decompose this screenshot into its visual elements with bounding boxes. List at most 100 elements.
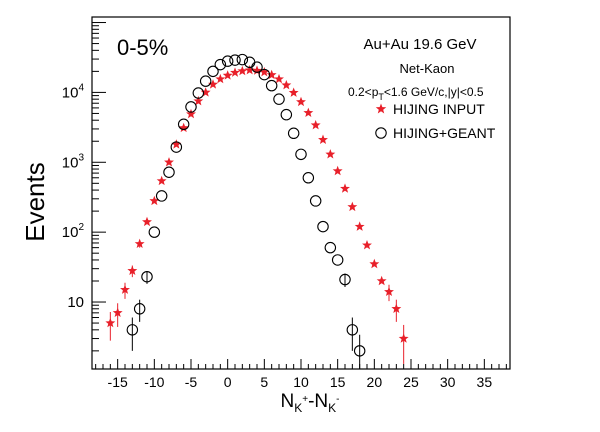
data-point-circle <box>280 108 293 121</box>
data-point-circle <box>155 190 168 202</box>
data-point-star <box>164 157 174 167</box>
data-point-circle <box>229 54 241 66</box>
data-point-circle <box>236 53 249 66</box>
x-tick-label: 10 <box>293 374 309 390</box>
data-point-star <box>266 69 277 80</box>
data-point-star <box>112 307 123 318</box>
data-point-circle <box>126 324 139 336</box>
legend-label-hijing-input: HIJING INPUT <box>393 101 485 117</box>
data-point-circle <box>221 55 234 67</box>
y-tick-label: 102 <box>62 222 85 241</box>
data-point-circle <box>353 345 366 357</box>
data-point-circle <box>251 61 263 73</box>
data-point-star <box>186 108 196 119</box>
data-point-circle <box>324 241 337 254</box>
legend-entry-hijing-input: HIJING INPUT <box>375 101 485 117</box>
x-tick-label: 25 <box>403 374 419 390</box>
x-tick-label: 5 <box>260 374 268 390</box>
data-point-star <box>310 119 321 130</box>
data-point-star <box>362 240 372 250</box>
data-point-circle <box>273 93 285 105</box>
data-point-circle <box>258 68 271 81</box>
data-point-star <box>142 216 152 227</box>
data-point-star <box>281 79 292 90</box>
system-label: Au+Au 19.6 GeV <box>364 36 477 53</box>
x-axis-label: NK+-NK- <box>280 391 339 415</box>
data-point-circle <box>287 127 300 140</box>
axis-ticks: -15 -10 -5 0 5 10 15 20 25 30 35 10 102 103 104 <box>62 22 507 390</box>
data-point-circle <box>346 324 359 336</box>
data-point-circle <box>192 87 205 99</box>
data-point-star <box>325 149 336 159</box>
data-point-star <box>208 79 218 89</box>
data-point-star <box>398 333 409 343</box>
data-point-circle <box>133 303 146 315</box>
data-point-star <box>127 265 138 275</box>
data-point-star <box>340 183 350 193</box>
error-bar-layer <box>109 240 405 369</box>
data-point-circle <box>207 65 219 78</box>
data-point-star <box>171 139 182 149</box>
x-tick-label: 20 <box>367 374 383 390</box>
y-axis-label: Events <box>20 162 50 242</box>
data-point-circle <box>141 270 153 283</box>
y-tick-label: 10 <box>67 294 84 311</box>
legend: HIJING INPUT HIJING+GEANT <box>375 101 496 141</box>
data-point-star <box>134 238 145 249</box>
data-point-star <box>332 165 343 176</box>
data-point-star <box>193 95 204 106</box>
data-point-circle <box>331 254 344 266</box>
x-tick-label: -10 <box>144 374 164 390</box>
data-point-star <box>252 65 262 75</box>
y-tick-label: 103 <box>62 152 85 171</box>
x-tick-label: -15 <box>108 374 128 390</box>
data-point-star <box>244 64 255 75</box>
star-marker <box>375 103 387 114</box>
data-point-star <box>347 201 358 212</box>
data-point-star <box>391 303 402 313</box>
legend-star-icon <box>375 103 387 114</box>
data-point-star <box>215 73 226 84</box>
data-point-circle <box>185 101 197 113</box>
data-point-star <box>105 317 116 328</box>
legend-label-hijing-geant: HIJING+GEANT <box>393 125 496 141</box>
x-tick-label: 35 <box>477 374 493 390</box>
y-tick-label: 104 <box>62 82 85 101</box>
x-tick-label: 30 <box>440 374 456 390</box>
data-point-star <box>156 175 167 186</box>
data-point-circle <box>177 118 190 131</box>
data-point-star <box>274 73 284 84</box>
data-point-circle <box>295 148 307 161</box>
x-tick-label: -5 <box>185 374 198 390</box>
data-point-star <box>384 286 394 297</box>
data-point-circle <box>317 220 329 233</box>
data-point-circle <box>214 58 227 71</box>
data-point-star <box>230 67 240 77</box>
legend-entry-hijing-geant: HIJING+GEANT <box>375 125 496 141</box>
data-point-star <box>376 275 387 286</box>
circle-marker <box>375 127 387 139</box>
data-point-star <box>149 195 160 206</box>
data-point-star <box>318 134 328 144</box>
data-point-circle <box>339 273 351 286</box>
data-point-circle <box>302 172 315 184</box>
particle-label: Net-Kaon <box>400 61 455 76</box>
x-tick-label: 0 <box>224 374 232 390</box>
kinematic-cuts-label: 0.2<pT<1.6 GeV/c,|y|<0.5 <box>348 85 484 102</box>
data-point-star <box>296 96 306 107</box>
data-point-star <box>369 258 380 269</box>
data-point-star <box>200 87 211 97</box>
data-point-circle <box>199 75 212 87</box>
x-tick-label: 15 <box>330 374 346 390</box>
data-point-star <box>288 87 299 97</box>
centrality-label: 0-5% <box>117 35 168 60</box>
data-point-circle <box>163 166 175 178</box>
data-point-circle <box>170 141 183 153</box>
data-point-star <box>222 70 233 80</box>
data-point-star <box>178 122 189 133</box>
data-point-star <box>237 65 248 76</box>
data-point-star <box>354 221 365 231</box>
data-point-star <box>303 107 314 118</box>
marker-layer <box>105 53 409 357</box>
